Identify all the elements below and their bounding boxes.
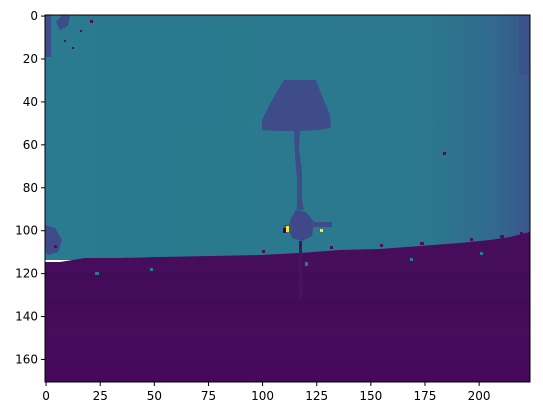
lamp-base	[288, 210, 314, 241]
lamp-cord	[299, 241, 302, 301]
floor-strip	[45, 272, 530, 282]
y-tick-label: 60	[23, 138, 38, 152]
x-tick-label: 175	[414, 389, 437, 403]
y-tick-label: 20	[23, 52, 38, 66]
noise-specks	[54, 20, 523, 253]
y-tick-label: 40	[23, 95, 38, 109]
y-tick-label: 100	[15, 224, 38, 238]
x-tick-label: 100	[251, 389, 274, 403]
lamp-shade	[262, 80, 331, 131]
wall-region	[45, 15, 530, 260]
y-tick-label: 140	[15, 310, 38, 324]
x-tick-label: 125	[305, 389, 328, 403]
lamp-base-arm-left	[284, 225, 296, 232]
x-tick-label: 200	[468, 389, 491, 403]
y-tick-label: 0	[30, 9, 38, 23]
x-axis: 0 25 50 75 100 125 150 175 200	[42, 382, 491, 403]
y-tick-label: 160	[15, 352, 38, 366]
y-tick-label: 80	[23, 181, 38, 195]
x-tick-label: 25	[93, 389, 108, 403]
dark-pixel-left	[283, 228, 286, 233]
highlight-pixel-right	[320, 229, 323, 232]
top-right-edge	[519, 15, 530, 75]
left-top-artifact	[56, 15, 70, 30]
teal-specks	[95, 252, 483, 275]
x-tick-label: 50	[147, 389, 162, 403]
left-wall-artifact	[45, 225, 62, 255]
floor-region	[45, 300, 530, 382]
y-tick-label: 120	[15, 267, 38, 281]
floor-strip-2	[45, 292, 530, 300]
x-tick-label: 75	[201, 389, 216, 403]
x-tick-label: 150	[359, 389, 382, 403]
heatmap-plot-area	[45, 15, 530, 382]
top-left-edge	[45, 15, 51, 57]
highlight-pixel-left	[286, 226, 289, 232]
y-axis: 0 20 40 60 80 100 120 140 160	[15, 9, 45, 366]
lamp-stem	[294, 131, 304, 210]
plot-frame	[44, 14, 531, 383]
lamp-base-arm-right	[312, 222, 332, 227]
x-tick-label: 0	[42, 389, 50, 403]
